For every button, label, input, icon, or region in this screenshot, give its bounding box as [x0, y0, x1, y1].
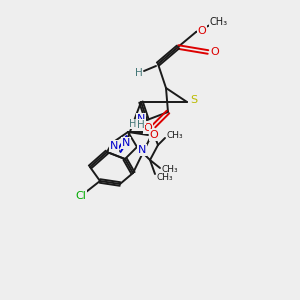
Text: CH₃: CH₃: [162, 166, 178, 175]
Text: CH₃: CH₃: [157, 173, 173, 182]
Text: S: S: [190, 95, 198, 105]
Text: Cl: Cl: [76, 191, 86, 201]
Text: O: O: [198, 26, 206, 36]
Text: CH₃: CH₃: [210, 17, 228, 27]
Text: N: N: [137, 114, 145, 124]
Text: CH₃: CH₃: [167, 130, 183, 140]
Text: O: O: [150, 130, 158, 140]
Text: N: N: [122, 138, 130, 148]
Text: H: H: [135, 68, 143, 78]
Text: O: O: [144, 123, 152, 133]
Text: H: H: [137, 120, 145, 130]
Text: H: H: [129, 119, 137, 129]
Text: O: O: [211, 47, 219, 57]
Text: N: N: [138, 145, 146, 155]
Text: N: N: [110, 141, 118, 151]
